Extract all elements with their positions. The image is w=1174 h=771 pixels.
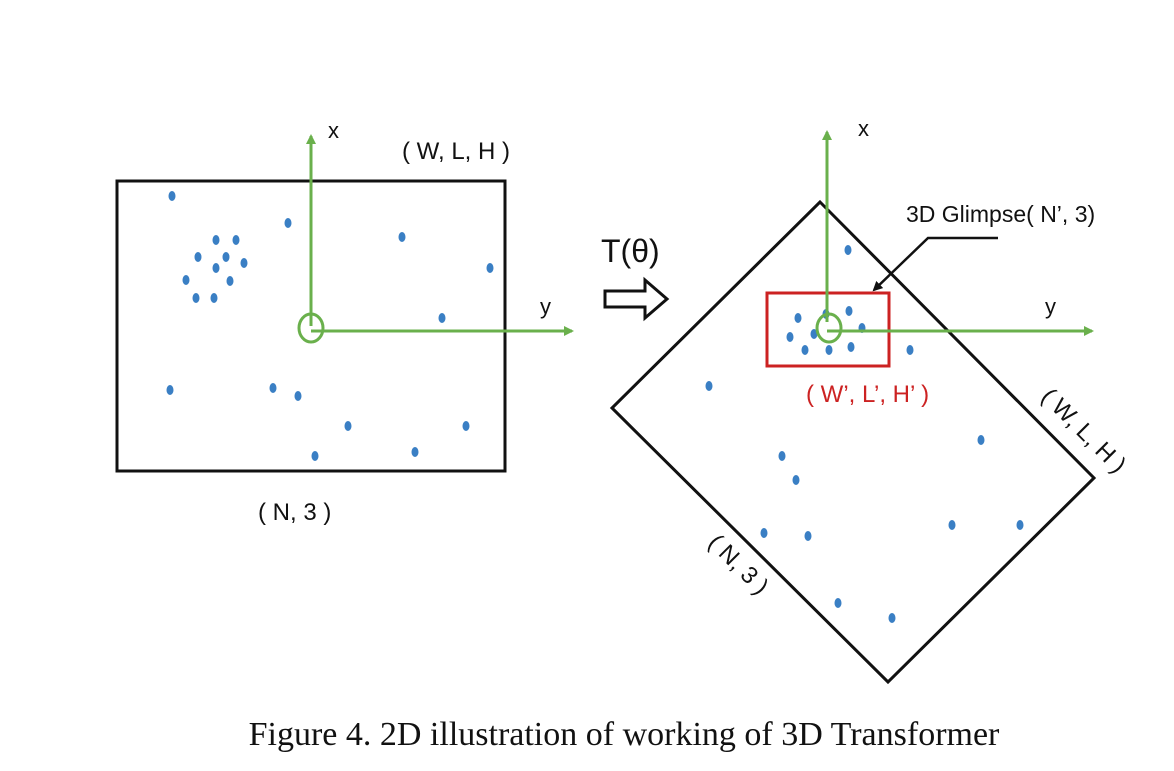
point <box>411 447 419 457</box>
point <box>311 451 319 461</box>
point <box>398 232 406 242</box>
point <box>845 306 853 316</box>
point <box>168 191 176 201</box>
point <box>804 531 812 541</box>
point <box>212 263 220 273</box>
point <box>705 381 713 391</box>
point <box>462 421 470 431</box>
right-origin-marker <box>815 312 843 344</box>
point <box>182 275 190 285</box>
left-points-label: ( N, 3 ) <box>258 499 331 526</box>
point <box>294 391 302 401</box>
point <box>1016 520 1024 530</box>
point <box>825 345 833 355</box>
point <box>438 313 446 323</box>
point <box>760 528 768 538</box>
point <box>792 475 800 485</box>
figure-caption: Figure 4. 2D illustration of working of … <box>249 716 1000 753</box>
point <box>269 383 277 393</box>
point <box>794 313 802 323</box>
point <box>192 293 200 303</box>
right-axis-y-label: y <box>1045 294 1056 319</box>
point <box>486 263 494 273</box>
left-axis-y-label: y <box>540 294 551 319</box>
point <box>210 293 218 303</box>
point <box>240 258 248 268</box>
point <box>810 329 818 339</box>
left-origin-marker <box>297 312 325 344</box>
left-point-cloud <box>166 191 494 461</box>
right-panel: x y 3D Glimpse( N’, 3) ( W’, L’, H’ ) ( … <box>609 116 1131 685</box>
point <box>166 385 174 395</box>
glimpse-pointer-arrow <box>872 236 998 292</box>
point <box>786 332 794 342</box>
point <box>232 235 240 245</box>
point <box>194 252 202 262</box>
right-volume-frame <box>609 199 1097 685</box>
point <box>801 345 809 355</box>
left-volume-label: ( W, L, H ) <box>402 138 510 165</box>
glimpse-size-label: ( W’, L’, H’ ) <box>806 381 929 408</box>
point <box>344 421 352 431</box>
point <box>948 520 956 530</box>
point <box>977 435 985 445</box>
point <box>888 613 896 623</box>
left-axis-x-label: x <box>328 118 339 143</box>
point <box>844 245 852 255</box>
right-arrow-icon <box>603 276 670 322</box>
point <box>847 342 855 352</box>
right-points-label: ( N, 3 ) <box>703 529 774 600</box>
point <box>226 276 234 286</box>
point <box>222 252 230 262</box>
point <box>212 235 220 245</box>
point <box>778 451 786 461</box>
right-volume-label: ( W, L, H ) <box>1036 383 1131 478</box>
left-panel: x y ( W, L, H ) ( N, 3 ) <box>115 118 574 526</box>
right-point-cloud <box>705 245 1024 623</box>
right-axis-x-label: x <box>858 116 869 141</box>
point <box>834 598 842 608</box>
point <box>906 345 914 355</box>
left-axes <box>297 134 574 344</box>
transform-label: T(θ) <box>601 233 660 269</box>
glimpse-label: 3D Glimpse( N’, 3) <box>906 201 1095 227</box>
transform-block: T(θ) <box>601 233 670 322</box>
right-axes <box>815 130 1094 344</box>
point <box>284 218 292 228</box>
